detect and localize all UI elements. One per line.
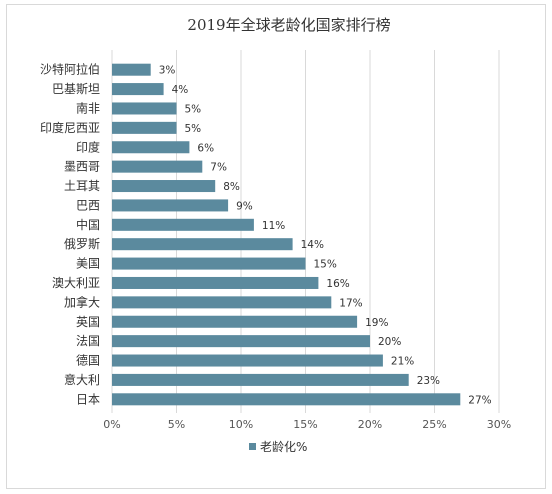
category-label: 日本 [76, 392, 100, 406]
chart-svg: 2019年全球老龄化国家排行榜 沙特阿拉伯巴基斯坦南非印度尼西亚印度墨西哥土耳其… [40, 16, 511, 454]
data-label: 19% [365, 317, 388, 329]
x-tick-labels: 0% 5% 10% 15% 20% 25% 30% [103, 418, 511, 431]
bar [112, 121, 177, 134]
bar [112, 315, 358, 328]
bar [112, 354, 383, 367]
data-label: 7% [210, 162, 227, 174]
bar [112, 180, 216, 193]
bar [112, 141, 190, 154]
data-label: 5% [185, 103, 202, 115]
data-label: 4% [172, 84, 189, 96]
bar [112, 199, 229, 212]
bar [112, 257, 306, 270]
bar [112, 160, 203, 173]
bar [112, 335, 370, 348]
bar [112, 83, 164, 96]
category-label: 土耳其 [64, 179, 100, 193]
bar [112, 276, 319, 289]
legend-swatch [249, 443, 256, 450]
category-label: 沙特阿拉伯 [40, 62, 100, 77]
data-label: 16% [326, 278, 349, 290]
category-label: 俄罗斯 [64, 237, 100, 251]
data-label: 21% [391, 356, 414, 368]
data-label: 15% [314, 259, 337, 271]
data-label: 9% [236, 200, 253, 212]
category-label: 巴基斯坦 [52, 82, 100, 96]
category-label: 法国 [76, 334, 100, 348]
data-label: 5% [185, 123, 202, 135]
data-label: 14% [301, 239, 324, 251]
category-label: 英国 [76, 315, 100, 329]
bars [112, 63, 461, 406]
legend: 老龄化% [249, 440, 307, 454]
data-label: 17% [339, 297, 362, 309]
bar [112, 373, 409, 386]
bar [112, 238, 293, 251]
x-tick-label: 0% [103, 418, 120, 431]
data-label: 20% [378, 336, 401, 348]
x-tick-label: 5% [168, 418, 185, 431]
value-labels: 3% 4% 5% 5% 6% 7% 8% 9% 11% 14% 15% 16% 17%19% 20% 21%… [159, 65, 492, 407]
data-label: 27% [468, 394, 491, 406]
bar [112, 63, 151, 76]
bar [112, 102, 177, 115]
category-label: 中国 [76, 217, 100, 232]
bar [112, 218, 254, 231]
chart-title: 2019年全球老龄化国家排行榜 [187, 16, 390, 34]
category-label: 意大利 [64, 372, 100, 387]
category-label: 印度尼西亚 [40, 120, 100, 135]
category-label: 澳大利亚 [52, 276, 100, 290]
data-label: 6% [197, 142, 214, 154]
category-label: 印度 [76, 139, 100, 154]
data-label: 23% [417, 375, 440, 387]
x-tick-label: 15% [293, 418, 317, 431]
category-label: 德国 [76, 353, 100, 368]
x-tick-label: 10% [229, 418, 253, 431]
data-label: 11% [262, 220, 285, 232]
category-label: 巴西 [76, 198, 100, 212]
category-label: 南非 [76, 100, 100, 115]
x-tick-label: 30% [487, 418, 511, 431]
category-labels: 沙特阿拉伯巴基斯坦南非印度尼西亚印度墨西哥土耳其巴西中国俄罗斯美国澳大利亚加拿大… [40, 62, 100, 407]
bar [112, 393, 461, 406]
category-label: 墨西哥 [64, 160, 100, 174]
legend-label: 老龄化% [260, 440, 307, 454]
category-label: 加拿大 [64, 294, 100, 309]
data-label: 3% [159, 65, 176, 77]
category-label: 美国 [76, 257, 100, 271]
x-tick-label: 25% [422, 418, 446, 431]
chart-frame: 2019年全球老龄化国家排行榜 沙特阿拉伯巴基斯坦南非印度尼西亚印度墨西哥土耳其… [6, 4, 546, 489]
x-tick-label: 20% [358, 418, 382, 431]
data-label: 8% [223, 181, 240, 193]
bar [112, 296, 332, 309]
